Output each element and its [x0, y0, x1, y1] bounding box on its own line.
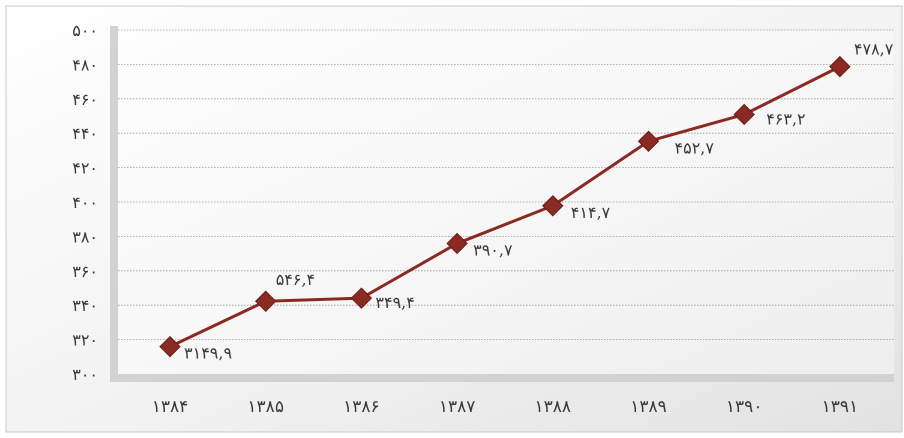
x-tick-label: ۱۳۸۹	[630, 397, 667, 417]
y-tick-label: ۳۸۰	[72, 227, 98, 246]
data-labels: ۳۱۴۹,۹ ۵۴۶,۴ ۳۴۹,۴ ۳۹۰,۷ ۴۱۴,۷ ۴۵۲,۷ ۴۶۳,۲ ۴۷۸,…	[184, 40, 894, 363]
data-label: ۳۴۹,۴	[375, 293, 414, 312]
x-tick-label: ۱۳۹۰	[726, 397, 763, 417]
data-point-marker	[254, 290, 277, 312]
data-label: ۳۹۰,۷	[473, 240, 513, 259]
x-axis-tick-labels: ۱۳۸۴ ۱۳۸۵ ۱۳۸۶ ۱۳۸۷ ۱۳۸۸ ۱۳۸۹ ۱۳۹۰ ۱۳۹۱	[152, 397, 858, 417]
data-point-marker	[446, 232, 468, 255]
y-axis-tick-labels: ۳۰۰ ۳۲۰ ۳۴۰ ۳۶۰ ۳۸۰ ۴۰۰ ۴۲۰ ۴۴۰ ۴۶۰ ۴۸۰ ۵۰۰	[72, 21, 98, 384]
x-tick-label: ۱۳۸۶	[343, 397, 380, 417]
y-tick-label: ۳۲۰	[72, 331, 98, 350]
data-point-marker	[159, 335, 181, 358]
data-label: ۴۵۲,۷	[675, 138, 715, 157]
data-point-marker	[542, 195, 564, 217]
series-markers	[159, 55, 851, 358]
data-label: ۳۱۴۹,۹	[184, 344, 232, 363]
x-tick-label: ۱۳۸۵	[247, 397, 284, 417]
data-point-marker	[350, 287, 373, 309]
data-label: ۵۴۶,۴	[276, 270, 315, 289]
y-tick-label: ۳۰۰	[72, 365, 98, 384]
data-point-marker	[637, 130, 660, 152]
series-line	[169, 65, 841, 349]
y-axis-wall	[110, 26, 118, 380]
x-tick-label: ۱۳۸۸	[535, 397, 572, 417]
series-line-group	[169, 65, 841, 349]
y-tick-label: ۳۴۰	[72, 296, 98, 315]
x-axis-floor	[110, 374, 894, 382]
data-point-marker	[733, 103, 755, 126]
x-tick-label: ۱۳۸۴	[152, 397, 189, 417]
y-tick-label: ۴۸۰	[72, 55, 98, 74]
y-tick-label: ۳۶۰	[72, 262, 98, 281]
y-tick-label: ۴۶۰	[72, 90, 98, 109]
data-label: ۴۷۸,۷	[854, 40, 894, 59]
chart-background	[5, 5, 903, 433]
gridlines	[118, 29, 894, 341]
data-label: ۴۶۳,۲	[766, 109, 805, 128]
x-tick-label: ۱۳۸۷	[439, 397, 476, 417]
y-tick-label: ۵۰۰	[72, 21, 98, 40]
y-tick-label: ۴۴۰	[72, 124, 98, 143]
plot-wall	[110, 26, 894, 382]
data-label: ۴۱۴,۷	[571, 203, 611, 222]
y-tick-label: ۴۰۰	[72, 193, 98, 212]
y-tick-label: ۴۲۰	[72, 159, 98, 178]
data-point-marker	[829, 55, 851, 78]
x-tick-label: ۱۳۹۱	[822, 397, 859, 417]
